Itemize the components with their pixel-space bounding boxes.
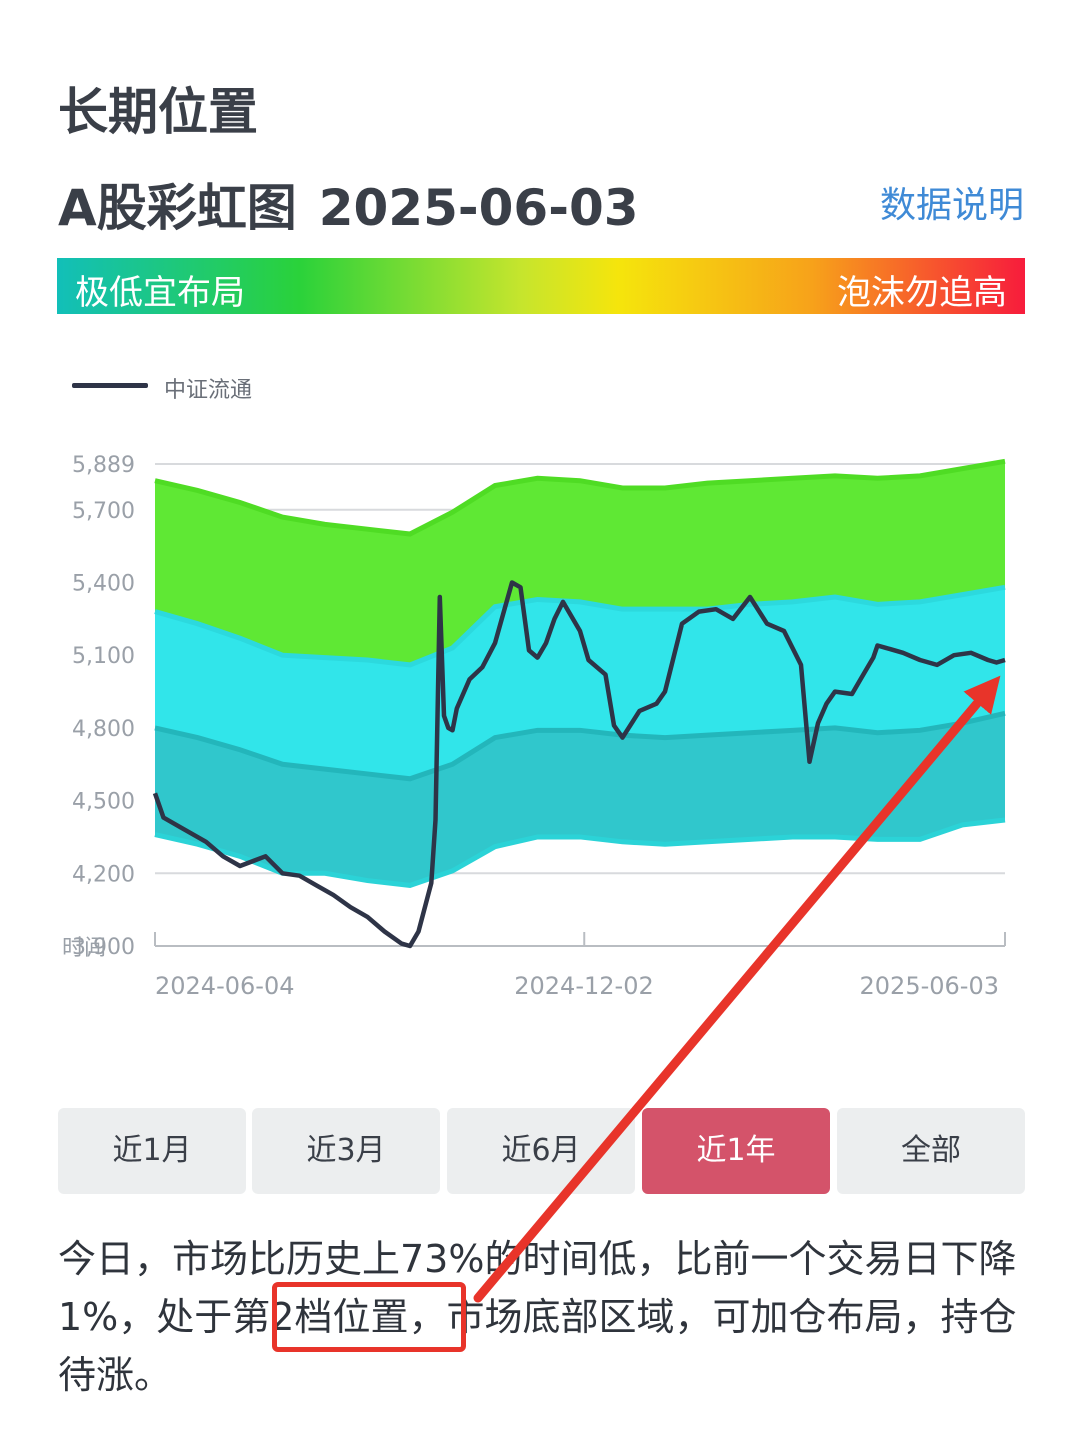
y-tick-label: 5,700 [72, 499, 135, 524]
y-tick-label: 4,500 [72, 790, 135, 815]
y-tick-label: 3,900 [72, 935, 135, 960]
legend-label: 中证流通 [164, 378, 253, 403]
valuation-gradient-bar: 极低宜布局 泡沫勿追高 [57, 258, 1025, 314]
y-tick-label: 5,889 [72, 453, 135, 478]
y-tick-label: 4,200 [72, 862, 135, 887]
band-edge-top [154, 458, 1006, 537]
summary-text: 今日，市场比历史上73%的时间低，比前一个交易日下降1%，处于第2档位置，市场底… [58, 1237, 1017, 1397]
chart-title-name: A股彩虹图 [58, 179, 297, 237]
x-tick-label: 2025-06-03 [860, 972, 999, 1000]
section-title: 长期位置 [58, 83, 258, 141]
band-cyan-light [155, 587, 1005, 779]
range-button-1m[interactable]: 近1月 [58, 1108, 246, 1194]
x-tick-label: 2024-12-02 [514, 972, 653, 1000]
gradient-right-label: 泡沫勿追高 [837, 273, 1007, 313]
range-button-1y[interactable]: 近1年 [642, 1108, 830, 1194]
market-summary: 今日，市场比历史上73%的时间低，比前一个交易日下降1%，处于第2档位置，市场底… [58, 1230, 1038, 1404]
time-range-selector: 近1月 近3月 近6月 近1年 全部 [58, 1108, 1025, 1194]
x-tick-label: 2024-06-04 [155, 972, 294, 1000]
chart-title: A股彩虹图 2025-06-03 [58, 168, 661, 240]
gradient-left-label: 极低宜布局 [75, 273, 245, 313]
data-explanation-link[interactable]: 数据说明 [879, 185, 1024, 226]
chart-date: 2025-06-03 [318, 179, 639, 237]
range-button-6m[interactable]: 近6月 [447, 1108, 635, 1194]
y-tick-label: 5,400 [72, 572, 135, 597]
x-axis-label: 时间 [62, 936, 106, 961]
y-tick-label: 5,100 [72, 644, 135, 669]
band-green [155, 461, 1005, 665]
range-button-all[interactable]: 全部 [837, 1108, 1025, 1194]
series-line-zhongzheng [152, 580, 1006, 949]
y-tick-label: 4,800 [72, 717, 135, 742]
chart-title-row: A股彩虹图 2025-06-03 数据说明 [58, 168, 1024, 237]
band-edge-1 [154, 584, 1006, 668]
annotation-highlight-box [272, 1282, 466, 1352]
legend-line-swatch [72, 383, 148, 388]
range-button-3m[interactable]: 近3月 [252, 1108, 440, 1194]
